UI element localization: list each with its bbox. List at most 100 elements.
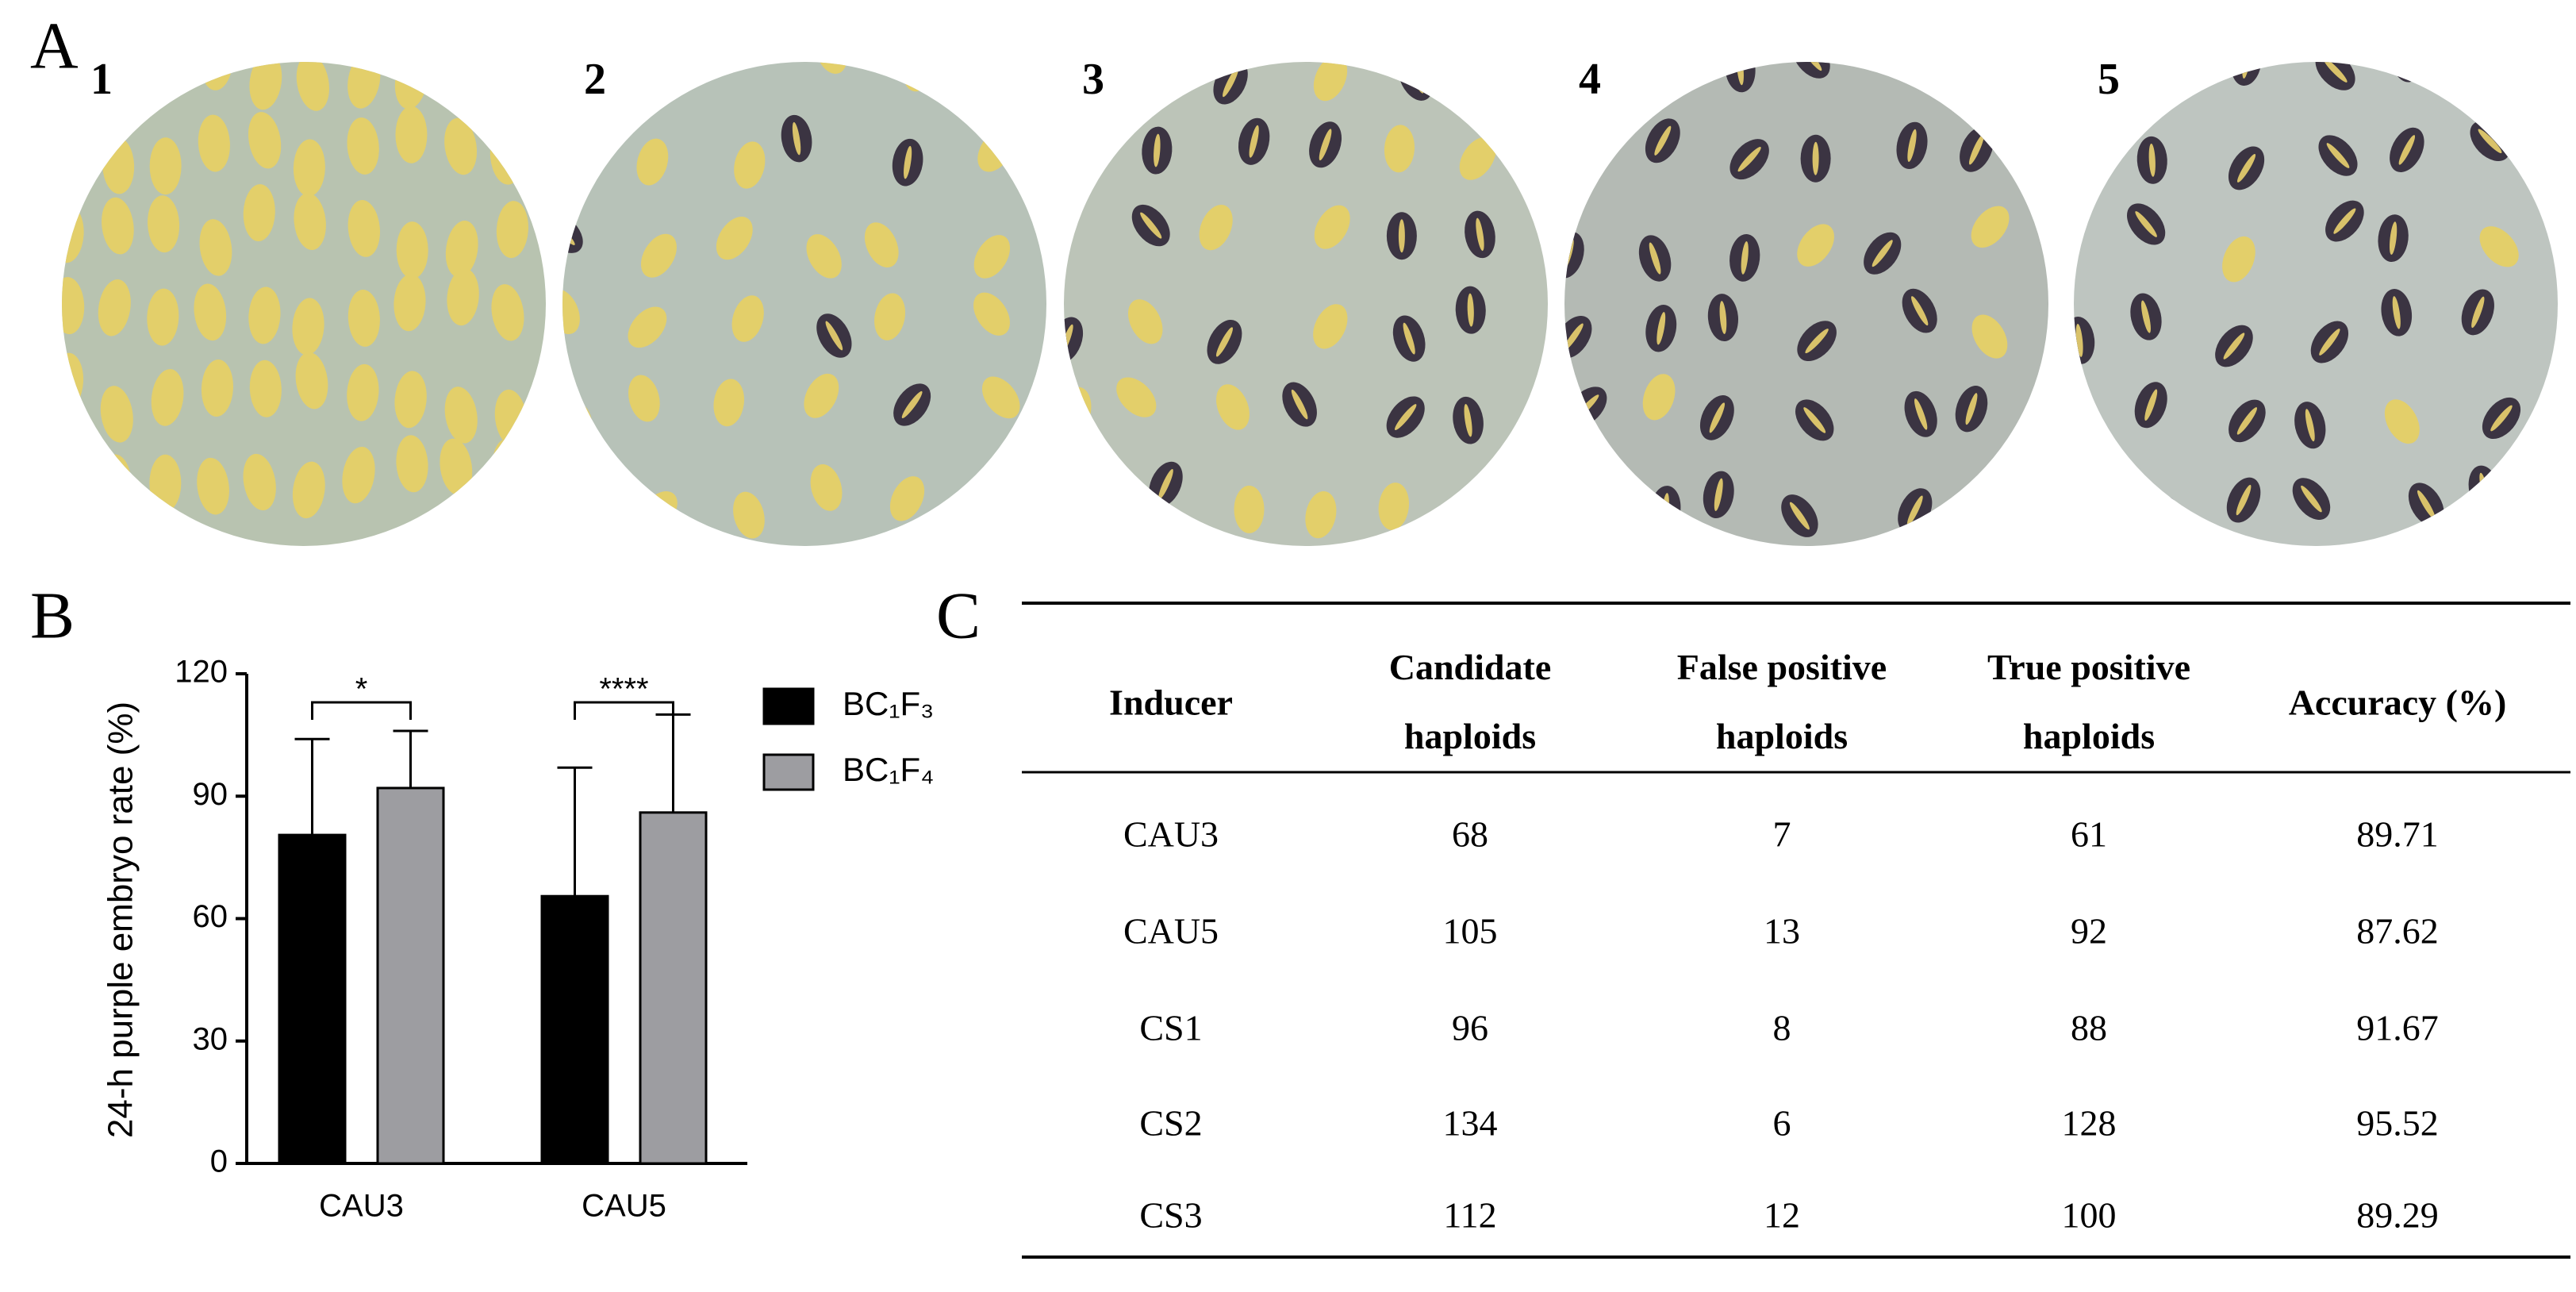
seed-crease	[1319, 129, 1332, 161]
seed	[445, 221, 478, 278]
seed	[2074, 126, 2111, 167]
seed-crease	[2148, 143, 2156, 177]
seed-crease	[1741, 241, 1749, 275]
y-tick-label: 0	[210, 1144, 228, 1179]
seed	[731, 295, 764, 342]
table-cell: 128	[2062, 1103, 2117, 1144]
seed	[197, 457, 229, 515]
seed	[1971, 314, 2008, 359]
seed	[810, 464, 843, 511]
table-cell: 95.52	[2356, 1103, 2439, 1144]
seed	[1216, 384, 1250, 430]
seed-crease	[1709, 402, 1726, 433]
significance-label: *	[355, 672, 368, 707]
seed	[249, 360, 282, 417]
seed	[496, 201, 529, 259]
seed	[716, 217, 753, 260]
seed	[148, 195, 180, 253]
seed	[2486, 62, 2518, 82]
table-cell: 96	[1452, 1008, 1488, 1048]
photo-label: 4	[1579, 55, 1601, 104]
table-cell: 112	[1443, 1195, 1496, 1236]
seed	[981, 496, 1020, 538]
panel-label: B	[30, 579, 75, 652]
seed	[1127, 299, 1163, 344]
seed	[248, 112, 282, 169]
seed-crease	[1968, 134, 1984, 165]
photo	[2060, 62, 2558, 546]
seed	[347, 200, 381, 257]
seed	[569, 490, 601, 538]
seed-crease	[2490, 405, 2513, 432]
photo-label: 2	[584, 55, 606, 104]
seed-crease	[792, 121, 801, 156]
significance-bracket	[574, 701, 674, 720]
seed	[100, 386, 133, 443]
seed-crease	[1657, 312, 1666, 345]
seed	[1891, 62, 1925, 78]
seed-crease	[2135, 211, 2157, 237]
seed	[1116, 377, 1157, 417]
seed	[444, 117, 478, 175]
seed	[874, 293, 906, 340]
seed-crease	[1140, 212, 1162, 239]
panel-label: A	[30, 9, 79, 83]
seed-crease	[2060, 223, 2067, 256]
seed-crease	[1805, 329, 1829, 354]
seed-crease	[1479, 62, 1495, 67]
seed	[151, 369, 184, 426]
table-cell: 68	[1452, 814, 1488, 855]
photo-background	[1564, 62, 2048, 546]
seed	[243, 453, 276, 511]
seed-crease	[1461, 500, 1476, 532]
seed	[2479, 226, 2519, 267]
error-bar	[294, 737, 330, 836]
seed-crease	[2323, 62, 2348, 83]
bar	[278, 833, 347, 1165]
seed	[628, 375, 660, 422]
seed	[149, 137, 182, 195]
seed-crease	[2471, 296, 2485, 329]
seed-crease	[1800, 62, 1822, 71]
seed	[1144, 62, 1183, 74]
seed-crease	[1714, 478, 1723, 511]
seed-crease	[1962, 62, 1977, 87]
seed-crease	[2392, 296, 2401, 329]
seed	[1968, 498, 1999, 546]
seed-crease	[1476, 217, 1484, 252]
seed	[248, 286, 281, 344]
y-tick-label: 30	[193, 1021, 228, 1056]
seed-crease	[1291, 389, 1308, 420]
table-cell: 12	[1764, 1195, 1800, 1236]
seed-crease	[1789, 502, 1810, 530]
seed-crease	[1872, 240, 1893, 267]
photo	[62, 62, 546, 546]
error-bar	[557, 766, 593, 897]
seed-crease	[1719, 301, 1727, 335]
seed	[2222, 236, 2255, 283]
seed	[1469, 62, 1505, 75]
y-tick-label: 120	[175, 655, 228, 690]
table-cell: 8	[1773, 1008, 1791, 1048]
seed	[2384, 399, 2420, 444]
seed	[295, 352, 328, 410]
seed	[981, 376, 1020, 419]
photo-panel	[62, 37, 2558, 546]
seed	[1314, 205, 1350, 249]
seed-crease	[1549, 37, 1558, 71]
table-cell: 105	[1443, 911, 1498, 952]
seed-crease	[2305, 409, 2315, 442]
seed	[1971, 206, 2010, 248]
legend-label: BC₁F₃	[843, 685, 934, 722]
seed-crease	[1050, 129, 1057, 163]
table-cell: CAU3	[1123, 814, 1219, 855]
seed	[1305, 490, 1337, 539]
table: Inducer Candidate haploids False positive ha…	[1109, 647, 2506, 1236]
seed	[293, 139, 325, 197]
seed	[562, 62, 570, 72]
seed	[294, 193, 326, 251]
panel-label: C	[936, 579, 981, 652]
seed	[347, 117, 379, 175]
table-cell: 87.62	[2356, 911, 2439, 952]
